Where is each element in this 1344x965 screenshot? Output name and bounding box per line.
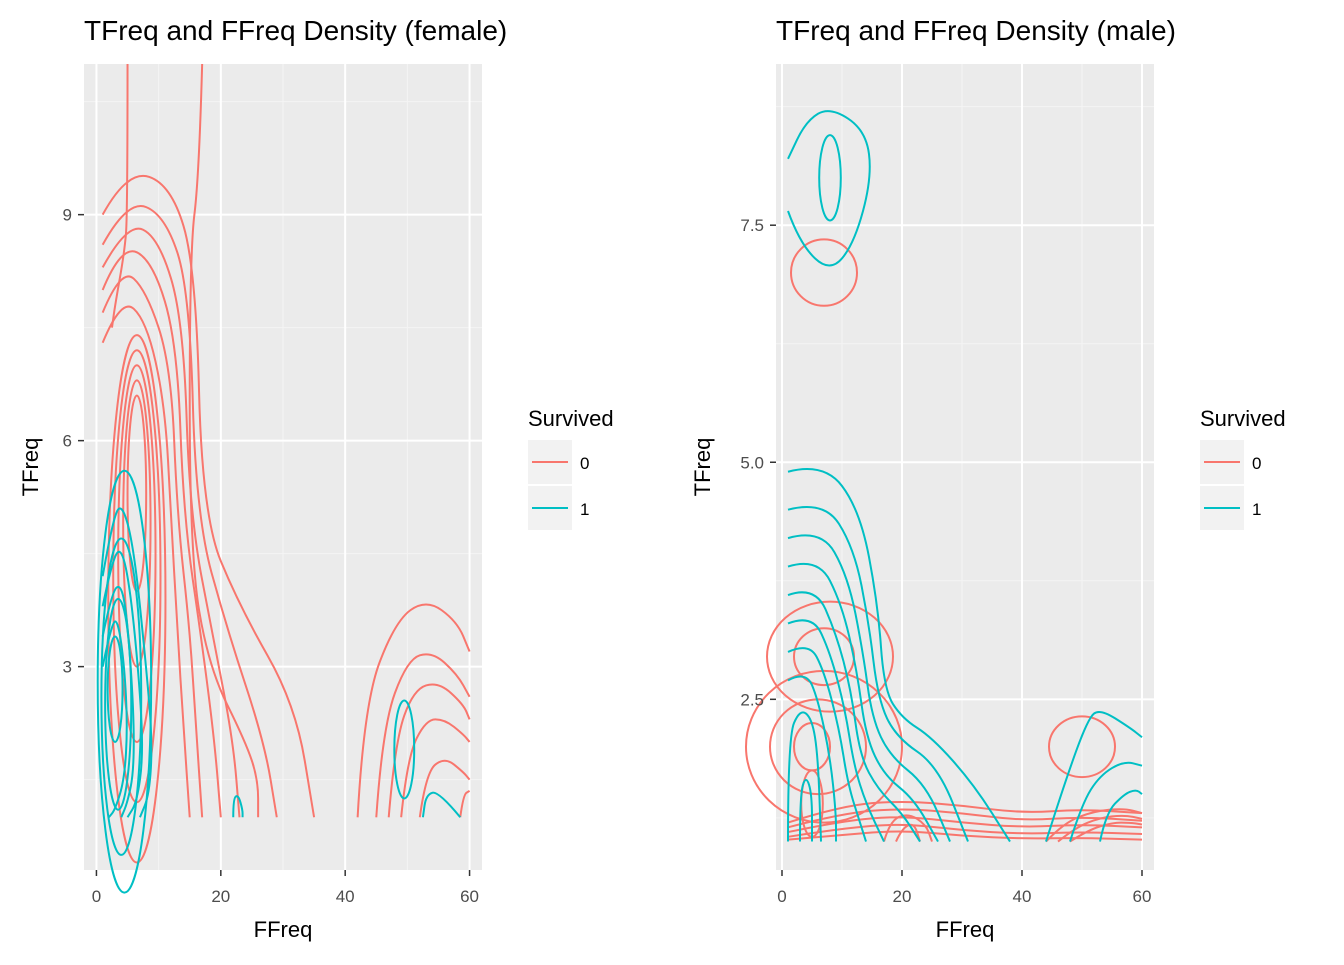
- contour-series-0: [766, 600, 894, 713]
- legend-label-1: 1: [1252, 500, 1261, 519]
- contour-series-1: [106, 635, 124, 743]
- contour-series-0: [101, 275, 204, 818]
- legend: Survived 0 1: [528, 406, 614, 530]
- plot-panel: [776, 64, 1154, 870]
- contour-series-0: [787, 808, 1143, 829]
- contour-series-1: [818, 134, 842, 222]
- x-tick-label: 60: [1133, 887, 1152, 906]
- contour-series-0: [101, 227, 241, 818]
- contour-series-1: [787, 711, 822, 842]
- x-tick-label: 0: [92, 887, 101, 906]
- x-tick-label: 20: [211, 887, 230, 906]
- contour-series-1: [787, 675, 837, 842]
- chart-title: TFreq and FFreq Density (male): [776, 15, 1176, 46]
- chart-male: TFreq and FFreq Density (male) 0 20 40 60 2…: [690, 15, 1286, 942]
- legend-title: Survived: [1200, 406, 1286, 431]
- contour-series-0: [418, 759, 471, 818]
- contour-series-0: [387, 683, 471, 818]
- legend-title: Survived: [528, 406, 614, 431]
- contour-series-0: [787, 830, 1143, 841]
- legend-label-1: 1: [580, 500, 589, 519]
- legend: Survived 0 1: [1200, 406, 1286, 530]
- y-tick-label: 9: [63, 206, 72, 225]
- contour-series-1: [1069, 761, 1143, 842]
- x-axis-ticks: 0 20 40 60: [92, 870, 479, 906]
- contour-series-0: [787, 800, 1143, 824]
- contour-layer: [96, 63, 471, 894]
- contour-series-1: [1099, 789, 1143, 842]
- y-tick-label: 6: [63, 432, 72, 451]
- contour-series-1: [101, 507, 153, 818]
- contour-series-1: [100, 537, 143, 856]
- contour-series-0: [356, 603, 471, 818]
- contour-series-0: [107, 334, 167, 864]
- y-axis-label: TFreq: [690, 438, 715, 497]
- contour-series-0: [459, 790, 471, 818]
- x-axis-label: FFreq: [936, 917, 995, 942]
- contour-series-0: [117, 364, 157, 743]
- contour-series-0: [790, 238, 858, 307]
- y-tick-label: 7.5: [740, 216, 764, 235]
- contour-series-0: [883, 814, 933, 842]
- x-axis-label: FFreq: [254, 917, 313, 942]
- contour-series-0: [188, 63, 260, 818]
- contour-series-0: [110, 63, 129, 328]
- y-axis-ticks: 3 6 9: [63, 206, 84, 677]
- x-tick-label: 60: [460, 887, 479, 906]
- x-tick-label: 40: [1013, 887, 1032, 906]
- contour-series-0: [101, 205, 278, 818]
- contour-series-0: [101, 250, 222, 818]
- x-tick-label: 40: [336, 887, 355, 906]
- x-tick-label: 0: [777, 887, 786, 906]
- contour-series-0: [101, 174, 316, 818]
- contour-series-1: [1045, 710, 1143, 842]
- contour-series-0: [1045, 808, 1143, 843]
- contour-series-0: [787, 816, 1143, 834]
- contour-series-1: [787, 506, 969, 842]
- contour-series-1: [104, 597, 133, 811]
- contour-series-0: [895, 823, 921, 842]
- contour-series-1: [787, 647, 867, 842]
- chart-title: TFreq and FFreq Density (female): [84, 15, 507, 46]
- contour-layer: [745, 110, 1143, 843]
- y-tick-label: 2.5: [740, 690, 764, 709]
- contour-series-1: [787, 468, 1011, 843]
- y-tick-label: 5.0: [740, 453, 764, 472]
- y-tick-label: 3: [63, 658, 72, 677]
- contour-series-1: [787, 591, 921, 843]
- contour-series-0: [375, 653, 471, 818]
- contour-series-0: [1057, 814, 1143, 843]
- contour-series-0: [1069, 821, 1143, 843]
- contour-series-1: [787, 110, 871, 267]
- contour-series-1: [787, 534, 951, 842]
- contour-series-1: [232, 795, 244, 818]
- y-axis-label: TFreq: [18, 438, 43, 497]
- contour-series-1: [101, 620, 128, 818]
- contour-series-1: [421, 791, 462, 818]
- contour-series-1: [787, 562, 939, 843]
- gridlines: [84, 64, 482, 870]
- contour-series-1: [787, 619, 885, 842]
- contour-series-0: [400, 718, 471, 818]
- x-axis-ticks: 0 20 40 60: [777, 870, 1151, 906]
- contour-series-0: [1048, 715, 1116, 779]
- chart-female: TFreq and FFreq Density (female) 0 20 40 60…: [18, 15, 614, 942]
- y-axis-ticks: 2.5 5.0 7.5: [740, 216, 776, 709]
- contour-series-1: [101, 550, 144, 818]
- contour-series-1: [101, 585, 135, 818]
- x-tick-label: 20: [893, 887, 912, 906]
- contour-series-0: [787, 823, 1143, 838]
- contour-series-1: [799, 778, 813, 842]
- contour-series-1: [96, 469, 153, 894]
- legend-label-0: 0: [580, 454, 589, 473]
- contour-series-1: [393, 699, 416, 800]
- contour-series-0: [101, 305, 191, 818]
- legend-label-0: 0: [1252, 454, 1261, 473]
- contour-series-0: [745, 669, 903, 824]
